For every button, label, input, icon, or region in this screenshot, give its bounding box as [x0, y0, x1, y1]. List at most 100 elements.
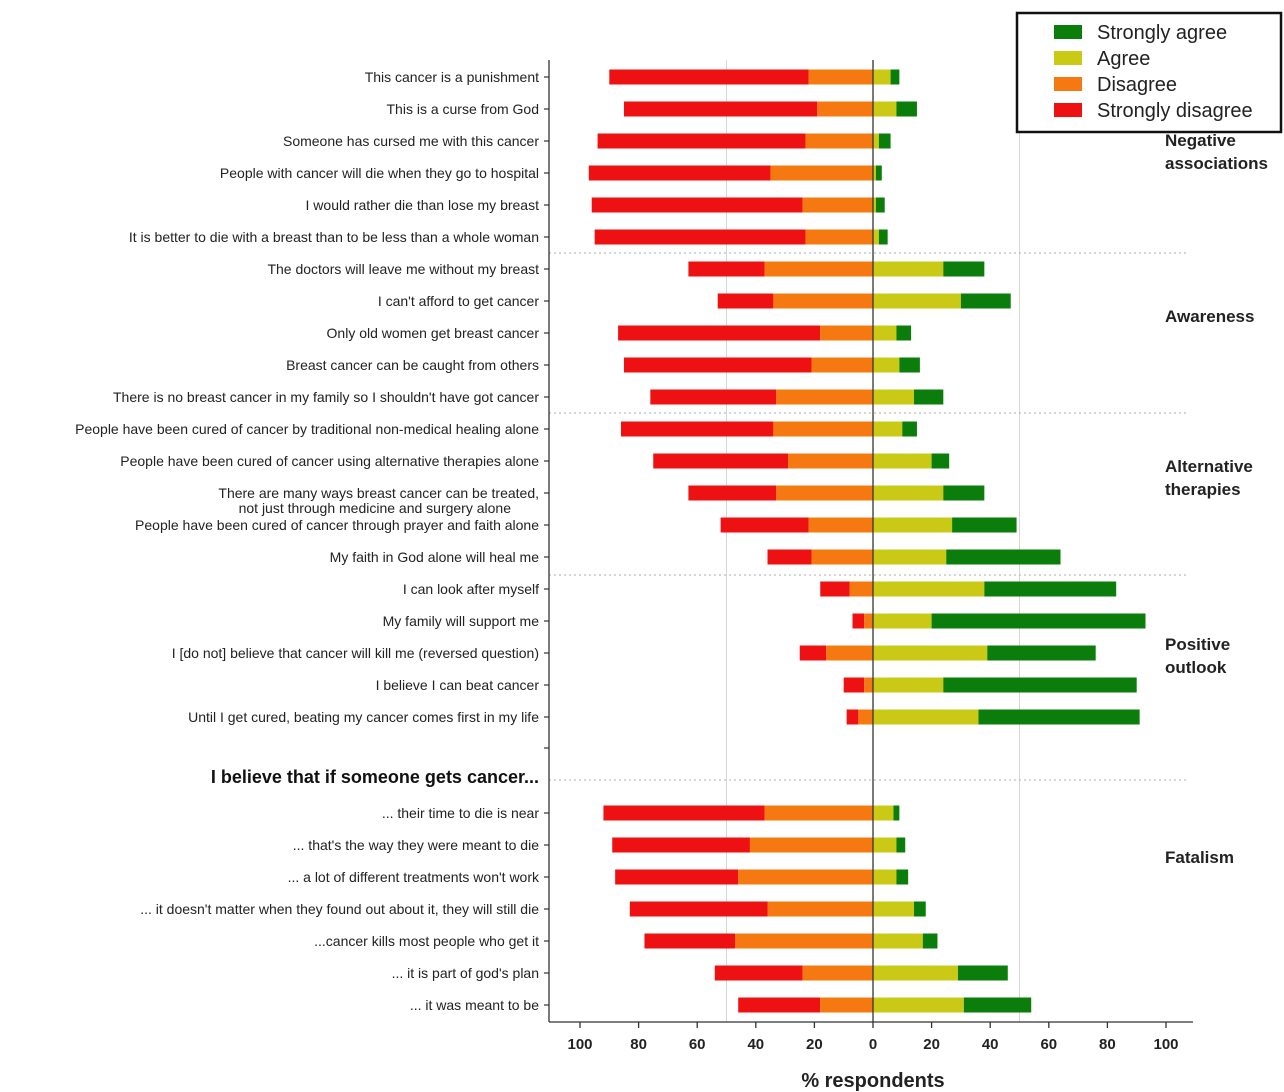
bar-disagree [773, 293, 873, 309]
bar-strongly-disagree [720, 517, 809, 533]
bar-agree [873, 485, 944, 501]
row-label: It is better to die with a breast than t… [129, 229, 539, 245]
legend-swatch [1054, 51, 1082, 65]
bar-agree [873, 549, 947, 565]
bar-strongly-disagree [717, 293, 774, 309]
bar-disagree [820, 325, 873, 341]
bar-strongly-agree [987, 645, 1096, 661]
bar-agree [873, 645, 988, 661]
bar-agree [873, 165, 876, 181]
x-tick-label: 60 [689, 1036, 706, 1053]
group-label: Awareness [1165, 307, 1254, 326]
bar-agree [873, 133, 879, 149]
bar-strongly-agree [878, 229, 888, 245]
row-label: There is no breast cancer in my family s… [113, 389, 539, 405]
bar-disagree [808, 69, 873, 85]
bar-disagree [811, 549, 873, 565]
bar-strongly-disagree [623, 101, 818, 117]
bar-disagree [764, 805, 873, 821]
x-tick-label: 100 [1153, 1036, 1178, 1053]
bar-strongly-disagree [653, 453, 789, 469]
bar-disagree [802, 197, 873, 213]
bar-disagree [738, 869, 873, 885]
bar-agree [873, 837, 897, 853]
bar-strongly-agree [931, 453, 950, 469]
row-label: People have been cured of cancer using a… [120, 453, 539, 469]
group-labels: Negative associations Awareness Alternative… [1165, 131, 1268, 867]
x-tick-label: 60 [1040, 1036, 1057, 1053]
bar-strongly-agree [902, 421, 917, 437]
bar-strongly-agree [875, 165, 882, 181]
bar-strongly-disagree [609, 69, 809, 85]
bar-agree [873, 293, 961, 309]
row-label: Breast cancer can be caught from others [286, 357, 539, 373]
group-label: outlook [1165, 658, 1227, 677]
legend-swatch [1054, 77, 1082, 91]
bar-disagree [805, 133, 873, 149]
bar-strongly-disagree [644, 933, 736, 949]
bar-disagree [858, 709, 873, 725]
x-tick-label: 80 [1099, 1036, 1116, 1053]
group-label: Positive [1165, 635, 1230, 654]
row-label: I can't afford to get cancer [378, 293, 540, 309]
bar-disagree [808, 517, 873, 533]
bar-strongly-agree [943, 485, 985, 501]
bar-disagree [749, 837, 873, 853]
bar-disagree [776, 485, 873, 501]
bar-strongly-disagree [846, 709, 859, 725]
row-label: People have been cured of cancer by trad… [75, 421, 539, 437]
bar-strongly-disagree [618, 325, 821, 341]
bar-strongly-agree [922, 933, 938, 949]
bar-agree [873, 997, 964, 1013]
bar-agree [873, 69, 891, 85]
bar-strongly-disagree [843, 677, 865, 693]
bar-strongly-disagree [603, 805, 765, 821]
bar-strongly-agree [984, 581, 1117, 597]
bar-strongly-disagree [597, 133, 806, 149]
bar-strongly-disagree [612, 837, 750, 853]
row-label: ... it doesn't matter when they found ou… [140, 901, 539, 917]
bar-strongly-disagree [615, 869, 739, 885]
bar-strongly-agree [893, 805, 900, 821]
x-tick-label: 80 [630, 1036, 647, 1053]
group-separators [549, 252, 1188, 781]
fatalism-heading: I believe that if someone gets cancer... [211, 767, 539, 787]
bar-agree [873, 229, 879, 245]
x-tick-label: 20 [923, 1036, 940, 1053]
bar-agree [873, 517, 953, 533]
bar-strongly-agree [943, 261, 985, 277]
row-label: Until I get cured, beating my cancer com… [188, 709, 539, 725]
row-label: I [do not] believe that cancer will kill… [172, 645, 539, 661]
row-label-line: not just through medicine and surgery al… [239, 500, 512, 516]
bar-strongly-agree [896, 837, 906, 853]
bar-strongly-disagree [629, 901, 768, 917]
bar-agree [873, 869, 897, 885]
bar-strongly-agree [957, 965, 1008, 981]
bar-agree [873, 901, 915, 917]
bar-strongly-agree [914, 389, 944, 405]
legend-swatch [1054, 103, 1082, 117]
bar-disagree [817, 101, 873, 117]
row-label: ... it is part of god's plan [392, 965, 539, 981]
bar-disagree [776, 389, 873, 405]
bar-strongly-agree [896, 325, 912, 341]
row-label-line: There are many ways breast cancer can be… [218, 485, 539, 501]
group-label: Fatalism [1165, 848, 1234, 867]
bar-strongly-agree [878, 133, 891, 149]
legend-entry: Strongly disagree [1097, 100, 1253, 122]
bar-strongly-agree [946, 549, 1061, 565]
bar-disagree [826, 645, 873, 661]
bar-strongly-disagree [738, 997, 821, 1013]
bar-strongly-disagree [820, 581, 850, 597]
group-label: therapies [1165, 480, 1241, 499]
x-tick-label: 40 [747, 1036, 764, 1053]
bar-strongly-agree [952, 517, 1017, 533]
bar-strongly-disagree [799, 645, 827, 661]
bar-disagree [773, 421, 873, 437]
bar-agree [873, 453, 932, 469]
row-label: ... their time to die is near [382, 805, 540, 821]
row-label: ... it was meant to be [410, 997, 539, 1013]
row-label: People with cancer will die when they go… [220, 165, 539, 181]
bars [588, 69, 1146, 1013]
